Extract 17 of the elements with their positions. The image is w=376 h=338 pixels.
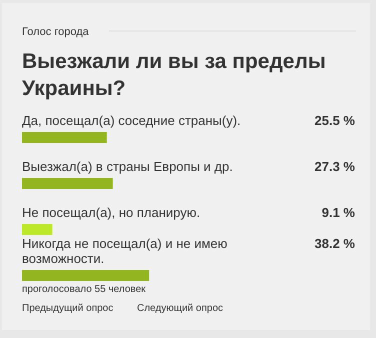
text: Голос города bbox=[22, 26, 90, 38]
bar bbox=[22, 132, 107, 143]
y-tick-label: Да, посещал(а) соседние страны(у). bbox=[22, 113, 241, 128]
data-label: 9.1 % bbox=[322, 205, 356, 220]
bar bbox=[22, 178, 113, 189]
chart-title: Выезжали ли вы за пределы Украины? bbox=[22, 50, 326, 100]
y-tick-label: Никогда не посещал(а) и не имею возможности. bbox=[22, 236, 228, 266]
data-label: 38.2 % bbox=[314, 236, 356, 251]
bar bbox=[22, 270, 150, 281]
y-tick-label: Не посещал(а), но планирую. bbox=[22, 205, 200, 220]
data-label: 27.3 % bbox=[314, 159, 356, 174]
text: проголосовало 55 человек bbox=[22, 284, 146, 295]
data-label: 25.5 % bbox=[314, 113, 356, 128]
y-tick-label: Выезжал(а) в страны Европы и др. bbox=[22, 159, 233, 174]
bar bbox=[22, 224, 52, 235]
text: Следующий опрос bbox=[137, 303, 224, 314]
text: Предыдущий опрос bbox=[22, 303, 114, 314]
